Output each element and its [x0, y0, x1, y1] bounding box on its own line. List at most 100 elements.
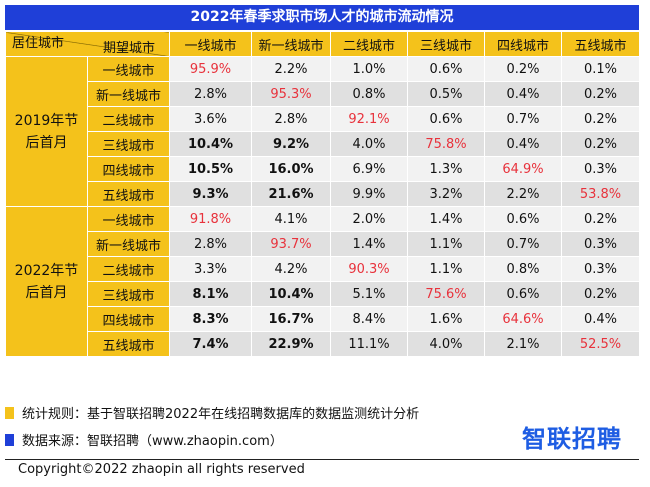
residence-city-cell: 五线城市: [87, 331, 170, 357]
percentage-cell: 22.9%: [251, 331, 331, 357]
percentage-cell: 95.9%: [169, 56, 252, 82]
percentage-cell: 52.5%: [561, 331, 640, 357]
stat-rule-text: 统计规则：基于智联招聘2022年在线招聘数据库的数据监测统计分析: [22, 407, 420, 422]
percentage-cell: 8.1%: [169, 281, 252, 307]
percentage-cell: 0.2%: [561, 206, 640, 232]
percentage-cell: 0.3%: [561, 231, 640, 257]
percentage-cell: 2.8%: [169, 81, 252, 107]
table-row: 三线城市 10.4% 9.2% 4.0% 75.8% 0.4% 0.2%: [6, 131, 640, 157]
percentage-cell: 8.3%: [169, 306, 252, 332]
percentage-cell: 0.6%: [484, 281, 562, 307]
period-group-label: 2022年节 后首月: [5, 206, 88, 357]
percentage-cell: 16.7%: [251, 306, 331, 332]
table-row: 2022年节 后首月 一线城市 91.8% 4.1% 2.0% 1.4% 0.6% 0.2%: [5, 206, 640, 357]
table-row: 五线城市 9.3% 21.6% 9.9% 3.2% 2.2% 53.8%: [6, 181, 640, 207]
column-header: 二线城市: [330, 31, 408, 57]
table-row: 二线城市 3.3% 4.2% 90.3% 1.1% 0.8% 0.3%: [6, 256, 640, 282]
percentage-cell: 0.4%: [484, 81, 562, 107]
table-row: 新一线城市 2.8% 93.7% 1.4% 1.1% 0.7% 0.3%: [6, 231, 640, 257]
table-row: 新一线城市 2.8% 95.3% 0.8% 0.5% 0.4% 0.2%: [6, 81, 640, 107]
yellow-square-icon: [5, 407, 14, 419]
percentage-cell: 3.2%: [407, 181, 485, 207]
percentage-cell: 0.2%: [561, 131, 640, 157]
column-header: 四线城市: [484, 31, 562, 57]
percentage-cell: 0.7%: [484, 106, 562, 132]
percentage-cell: 64.9%: [484, 156, 562, 182]
percentage-cell: 4.0%: [407, 331, 485, 357]
percentage-cell: 21.6%: [251, 181, 331, 207]
residence-city-cell: 一线城市: [87, 56, 170, 82]
table-title: 2022年春季求职市场人才的城市流动情况: [5, 5, 639, 30]
column-header: 一线城市: [169, 31, 252, 57]
city-flow-table: 期望城市 居住城市 一线城市 新一线城市 二线城市 三线城市 四线城市 五线城市…: [5, 31, 640, 357]
residence-city-cell: 四线城市: [87, 306, 170, 332]
percentage-cell: 95.3%: [251, 81, 331, 107]
percentage-cell: 91.8%: [169, 206, 252, 232]
percentage-cell: 3.6%: [169, 106, 252, 132]
residence-city-cell: 新一线城市: [87, 231, 170, 257]
percentage-cell: 5.1%: [330, 281, 408, 307]
percentage-cell: 0.4%: [484, 131, 562, 157]
table-row: 四线城市 8.3% 16.7% 8.4% 1.6% 64.6% 0.4%: [6, 306, 640, 332]
expected-city-label: 期望城市: [102, 41, 155, 56]
percentage-cell: 2.8%: [251, 106, 331, 132]
table-row: 五线城市 7.4% 22.9% 11.1% 4.0% 2.1% 52.5%: [6, 331, 640, 357]
percentage-cell: 1.1%: [407, 231, 485, 257]
percentage-cell: 0.3%: [561, 256, 640, 282]
table-row: 二线城市 3.6% 2.8% 92.1% 0.6% 0.7% 0.2%: [6, 106, 640, 132]
percentage-cell: 10.4%: [169, 131, 252, 157]
percentage-cell: 1.3%: [407, 156, 485, 182]
percentage-cell: 75.8%: [407, 131, 485, 157]
percentage-cell: 2.0%: [330, 206, 408, 232]
data-source-note: 数据来源：智联招聘（www.zhaopin.com）: [5, 434, 283, 450]
percentage-cell: 6.9%: [330, 156, 408, 182]
percentage-cell: 0.6%: [484, 206, 562, 232]
percentage-cell: 10.4%: [251, 281, 331, 307]
column-header: 五线城市: [561, 31, 640, 57]
percentage-cell: 9.9%: [330, 181, 408, 207]
percentage-cell: 4.0%: [330, 131, 408, 157]
percentage-cell: 0.8%: [330, 81, 408, 107]
percentage-cell: 1.1%: [407, 256, 485, 282]
residence-city-cell: 五线城市: [87, 181, 170, 207]
percentage-cell: 1.0%: [330, 56, 408, 82]
period-group-label: 2019年节 后首月: [5, 56, 88, 207]
percentage-cell: 0.2%: [561, 106, 640, 132]
residence-city-cell: 三线城市: [87, 131, 170, 157]
percentage-cell: 9.3%: [169, 181, 252, 207]
percentage-cell: 53.8%: [561, 181, 640, 207]
percentage-cell: 90.3%: [330, 256, 408, 282]
percentage-cell: 4.1%: [251, 206, 331, 232]
table-row: 四线城市 10.5% 16.0% 6.9% 1.3% 64.9% 0.3%: [6, 156, 640, 182]
residence-city-cell: 二线城市: [87, 106, 170, 132]
percentage-cell: 11.1%: [330, 331, 408, 357]
percentage-cell: 0.2%: [484, 56, 562, 82]
percentage-cell: 9.2%: [251, 131, 331, 157]
table-row: 2019年节 后首月 一线城市 95.9% 2.2% 1.0% 0.6% 0.2% 0.1%: [5, 56, 640, 207]
percentage-cell: 64.6%: [484, 306, 562, 332]
data-source-text: 数据来源：智联招聘（www.zhaopin.com）: [22, 434, 283, 449]
percentage-cell: 3.3%: [169, 256, 252, 282]
column-header: 三线城市: [407, 31, 485, 57]
percentage-cell: 92.1%: [330, 106, 408, 132]
percentage-cell: 8.4%: [330, 306, 408, 332]
corner-header-cell: 期望城市 居住城市: [5, 31, 170, 57]
percentage-cell: 0.6%: [407, 56, 485, 82]
column-header: 新一线城市: [251, 31, 331, 57]
percentage-cell: 10.5%: [169, 156, 252, 182]
residence-city-cell: 四线城市: [87, 156, 170, 182]
percentage-cell: 0.1%: [561, 56, 640, 82]
divider: [5, 459, 639, 460]
percentage-cell: 0.4%: [561, 306, 640, 332]
percentage-cell: 2.2%: [251, 56, 331, 82]
percentage-cell: 4.2%: [251, 256, 331, 282]
percentage-cell: 1.4%: [330, 231, 408, 257]
copyright-text: Copyright©2022 zhaopin all rights reserv…: [18, 462, 305, 477]
percentage-cell: 2.1%: [484, 331, 562, 357]
percentage-cell: 0.8%: [484, 256, 562, 282]
blue-square-icon: [5, 434, 14, 446]
table-row: 三线城市 8.1% 10.4% 5.1% 75.6% 0.6% 0.2%: [6, 281, 640, 307]
percentage-cell: 75.6%: [407, 281, 485, 307]
percentage-cell: 0.7%: [484, 231, 562, 257]
percentage-cell: 7.4%: [169, 331, 252, 357]
